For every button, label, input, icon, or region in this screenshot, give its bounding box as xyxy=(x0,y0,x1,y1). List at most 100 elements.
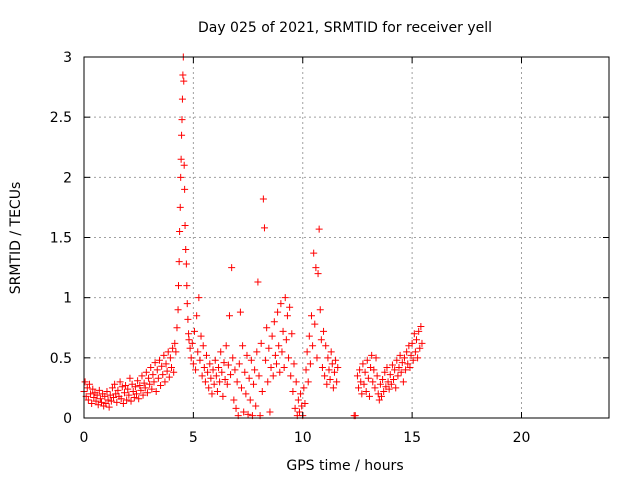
data-point xyxy=(107,397,115,405)
data-point xyxy=(253,348,261,356)
data-point xyxy=(241,368,249,376)
data-point xyxy=(291,404,299,412)
data-point xyxy=(324,354,332,362)
data-point xyxy=(92,397,100,405)
data-point xyxy=(136,382,144,390)
data-point xyxy=(143,389,151,397)
data-point xyxy=(201,378,209,386)
data-point xyxy=(297,390,305,398)
data-point xyxy=(146,380,154,388)
y-tick-label: 0.5 xyxy=(50,351,72,367)
data-point xyxy=(101,392,109,400)
data-point xyxy=(204,368,212,376)
data-point xyxy=(300,384,308,392)
data-point xyxy=(251,366,259,374)
data-point xyxy=(168,363,175,371)
data-point xyxy=(326,375,334,383)
data-point xyxy=(178,131,186,139)
data-point xyxy=(190,327,198,335)
data-point xyxy=(142,368,150,376)
data-point xyxy=(188,339,196,347)
data-point xyxy=(166,354,174,362)
data-point xyxy=(209,366,217,374)
x-tick-label: 10 xyxy=(294,430,312,446)
data-point xyxy=(266,408,274,416)
data-point xyxy=(173,324,181,332)
data-point xyxy=(95,386,103,394)
data-point xyxy=(208,390,216,398)
data-point xyxy=(122,382,130,390)
data-point xyxy=(290,360,298,368)
data-point xyxy=(323,380,331,388)
data-point xyxy=(227,371,235,379)
data-point xyxy=(329,384,337,392)
data-point xyxy=(96,395,104,403)
data-point xyxy=(393,356,401,364)
data-point xyxy=(383,363,391,371)
data-point xyxy=(186,344,194,352)
data-point xyxy=(154,374,162,382)
data-point xyxy=(192,366,200,374)
data-point xyxy=(375,396,383,404)
x-axis-ticks: 0 5 10 15 20 xyxy=(80,57,531,446)
data-point xyxy=(252,402,260,410)
y-tick-label: 1.5 xyxy=(50,231,72,247)
data-point xyxy=(287,372,295,380)
data-point xyxy=(330,368,338,376)
data-point xyxy=(396,351,404,359)
data-point xyxy=(163,367,171,375)
data-point xyxy=(222,342,230,350)
data-point xyxy=(103,388,111,396)
data-point xyxy=(240,408,248,416)
data-point xyxy=(276,368,284,376)
data-point xyxy=(268,332,276,340)
data-point xyxy=(411,348,419,356)
data-point xyxy=(264,378,272,386)
x-axis-label: GPS time / hours xyxy=(286,458,403,474)
x-tick-label: 20 xyxy=(513,430,531,446)
data-point xyxy=(362,388,370,396)
data-point xyxy=(358,390,366,398)
data-point xyxy=(260,224,268,232)
y-tick-label: 3 xyxy=(63,50,72,66)
data-points xyxy=(80,53,426,420)
data-point xyxy=(244,410,252,418)
data-point xyxy=(334,363,342,371)
data-point xyxy=(286,303,294,311)
data-point xyxy=(282,336,290,344)
data-point xyxy=(210,380,218,388)
data-point xyxy=(110,394,118,402)
data-point xyxy=(81,378,89,386)
data-point xyxy=(93,391,101,399)
data-point xyxy=(134,377,142,385)
data-point xyxy=(365,392,373,400)
data-point xyxy=(315,225,323,233)
data-point xyxy=(228,264,236,272)
data-point xyxy=(278,348,286,356)
data-point xyxy=(177,173,185,181)
data-point xyxy=(219,392,227,400)
data-point xyxy=(387,380,395,388)
data-point xyxy=(273,360,280,368)
data-point xyxy=(194,348,202,356)
data-point xyxy=(360,380,368,388)
data-point xyxy=(181,185,189,193)
data-point xyxy=(155,356,163,364)
data-point xyxy=(161,378,169,386)
data-point xyxy=(418,339,426,347)
data-point xyxy=(263,324,271,332)
data-point xyxy=(243,351,251,359)
data-point xyxy=(170,368,178,376)
data-point xyxy=(171,339,179,347)
data-point xyxy=(216,378,224,386)
data-point xyxy=(221,375,229,383)
data-point xyxy=(414,354,422,362)
data-point xyxy=(211,356,219,364)
data-point xyxy=(372,354,380,362)
data-point xyxy=(373,372,381,380)
data-point xyxy=(183,300,191,308)
data-point xyxy=(200,363,208,371)
data-point xyxy=(274,308,282,316)
data-point xyxy=(369,378,377,386)
data-point xyxy=(285,354,293,362)
